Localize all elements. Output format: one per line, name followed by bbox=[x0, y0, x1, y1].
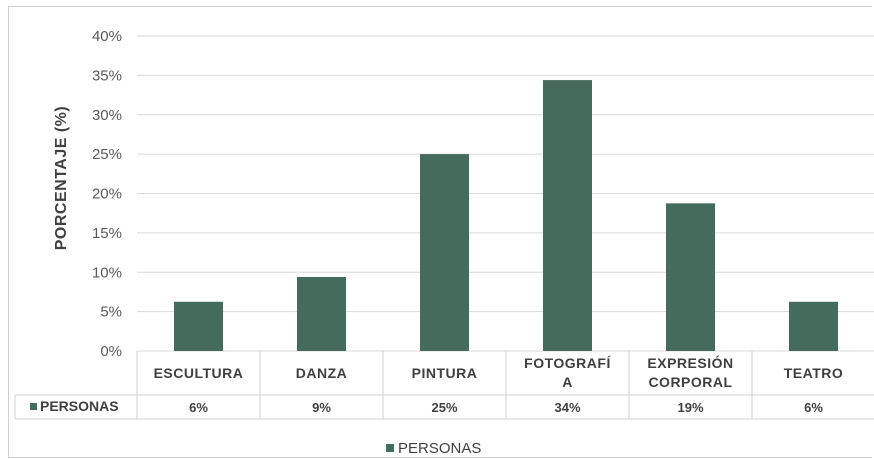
y-tick-label: 15% bbox=[92, 225, 122, 242]
category-label: DANZA bbox=[296, 365, 348, 381]
bar bbox=[174, 301, 223, 351]
data-label: 19% bbox=[677, 400, 703, 415]
data-label: 6% bbox=[189, 400, 208, 415]
table-legend-swatch bbox=[30, 403, 37, 410]
data-label: 34% bbox=[554, 400, 580, 415]
bar bbox=[420, 154, 469, 351]
y-axis-label: PORCENTAJE (%) bbox=[53, 106, 70, 251]
y-axis-ticks: 0% 5% 10% 15% 20% 25% 30% 35% 40% bbox=[92, 28, 122, 360]
bar bbox=[543, 80, 592, 351]
y-tick-label: 20% bbox=[92, 186, 122, 203]
category-label: A bbox=[562, 374, 573, 390]
category-label: CORPORAL bbox=[648, 374, 732, 390]
category-label: PINTURA bbox=[412, 365, 478, 381]
category-label: ESCULTURA bbox=[154, 365, 244, 381]
bar bbox=[297, 276, 346, 351]
table-row-label: PERSONAS bbox=[40, 398, 119, 414]
y-tick-label: 40% bbox=[92, 28, 122, 45]
data-label: 25% bbox=[431, 400, 457, 415]
y-tick-label: 10% bbox=[92, 264, 122, 281]
y-tick-label: 35% bbox=[92, 67, 122, 84]
data-table: PERSONAS ESCULTURA 6% DANZA 9% PINTURA 25% FOTO… bbox=[14, 351, 874, 420]
y-tick-label: 0% bbox=[100, 343, 122, 360]
legend: PERSONAS bbox=[386, 440, 481, 457]
chart-frame bbox=[8, 6, 872, 458]
category-label: TEATRO bbox=[784, 365, 844, 381]
category-label: FOTOGRAFÍ bbox=[524, 355, 611, 371]
y-tick-label: 5% bbox=[100, 304, 122, 321]
bar bbox=[789, 301, 838, 351]
bars bbox=[174, 80, 838, 351]
y-tick-label: 30% bbox=[92, 107, 122, 124]
gridlines bbox=[137, 35, 874, 352]
data-label: 6% bbox=[804, 400, 823, 415]
bar bbox=[666, 203, 715, 351]
category-label: EXPRESIÓN bbox=[647, 354, 733, 371]
y-tick-label: 25% bbox=[92, 146, 122, 163]
data-label: 9% bbox=[312, 400, 331, 415]
legend-label: PERSONAS bbox=[398, 440, 481, 457]
legend-swatch bbox=[386, 444, 394, 452]
